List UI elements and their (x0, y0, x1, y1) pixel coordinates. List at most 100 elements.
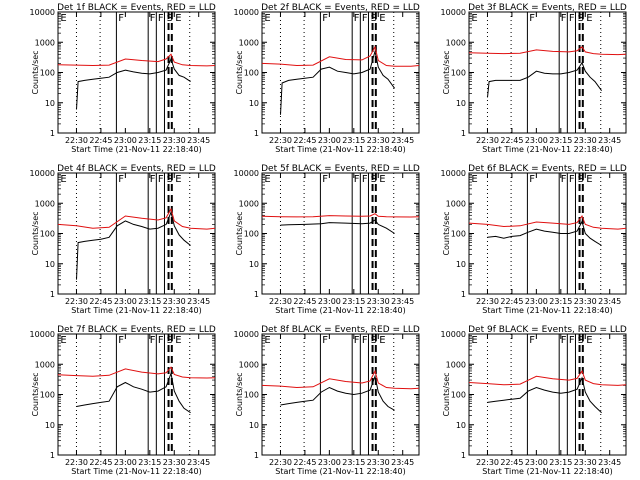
x-tick-label: 22:45 (500, 297, 523, 306)
x-tick-label: 22:30 (269, 458, 292, 467)
y-axis-label: Counts/sec (442, 372, 451, 416)
marker-label: E (264, 13, 270, 24)
y-axis-label: Counts/sec (31, 50, 40, 94)
x-tick-label: 22:45 (89, 297, 112, 306)
marker-label: S (167, 13, 173, 24)
panel-title: Det 3f BLACK = Events, RED = LLD (468, 3, 627, 13)
marker-label: F (118, 335, 124, 346)
marker-label: E (471, 13, 477, 24)
x-tick-label: 23:00 (318, 458, 341, 467)
marker-label: E (264, 174, 270, 185)
plot-frame (261, 172, 420, 295)
y-tick-label: 1 (50, 290, 55, 299)
x-axis-label: Start Time (21-Nov-11 22:18:40) (482, 467, 612, 476)
y-tick-label: 1 (50, 451, 55, 460)
marker-label: F (354, 174, 360, 185)
marker-label: F (529, 13, 535, 24)
x-tick-label: 23:15 (138, 136, 161, 145)
x-tick-label: 23:45 (187, 297, 210, 306)
y-tick-label: 100 (451, 230, 466, 239)
marker-label: F (158, 13, 164, 24)
x-tick-label: 23:00 (525, 136, 548, 145)
plot-frame (468, 333, 627, 456)
marker-label: E (379, 13, 385, 24)
y-tick-label: 100 (244, 230, 259, 239)
lld-series-line (261, 369, 420, 390)
y-tick-label: 10000 (30, 169, 55, 178)
y-axis-label: Counts/sec (31, 372, 40, 416)
events-series-line (280, 219, 395, 234)
marker-label: F (158, 335, 164, 346)
plot-frame (57, 172, 216, 295)
events-series-line (487, 61, 603, 98)
marker-label: E (586, 174, 592, 185)
lld-series-line (468, 369, 627, 386)
marker-label: S (167, 174, 173, 185)
x-axis-label: Start Time (21-Nov-11 22:18:40) (275, 306, 405, 315)
lld-series-line (57, 366, 216, 379)
marker-label: E (379, 174, 385, 185)
y-tick-label: 10000 (441, 8, 466, 17)
events-series-line (487, 220, 602, 246)
x-tick-label: 22:30 (269, 297, 292, 306)
events-series-line (76, 57, 191, 110)
marker-label: F (569, 13, 575, 24)
marker-label: F (354, 335, 360, 346)
marker-label: E (264, 335, 270, 346)
x-axis-label: Start Time (21-Nov-11 22:18:40) (71, 145, 201, 154)
x-tick-label: 23:30 (163, 136, 186, 145)
marker-label: F (150, 13, 156, 24)
y-tick-label: 1000 (239, 199, 259, 208)
marker-label: E (471, 174, 477, 185)
panel-title: Det 6f BLACK = Events, RED = LLD (468, 164, 627, 174)
y-tick-label: 1000 (239, 38, 259, 47)
y-tick-label: 10000 (30, 330, 55, 339)
y-tick-label: 10000 (234, 169, 259, 178)
x-tick-label: 22:45 (293, 297, 316, 306)
x-tick-label: 23:45 (391, 297, 414, 306)
marker-label: E (471, 335, 477, 346)
x-tick-label: 23:45 (187, 136, 210, 145)
panel-title: Det 2f BLACK = Events, RED = LLD (261, 3, 420, 13)
y-axis-label: Counts/sec (235, 50, 244, 94)
x-tick-label: 23:45 (391, 458, 414, 467)
x-tick-label: 23:00 (318, 297, 341, 306)
x-tick-label: 22:45 (293, 136, 316, 145)
y-tick-label: 10 (45, 260, 55, 269)
x-tick-label: 22:30 (65, 136, 88, 145)
marker-label: F (362, 13, 368, 24)
x-tick-label: 23:15 (549, 297, 572, 306)
marker-label: S (371, 174, 377, 185)
x-tick-label: 23:45 (598, 458, 621, 467)
y-tick-label: 100 (40, 69, 55, 78)
y-tick-label: 1000 (239, 360, 259, 369)
x-tick-label: 23:30 (367, 136, 390, 145)
marker-label: F (362, 174, 368, 185)
lld-series-line (468, 46, 627, 56)
marker-label: F (561, 13, 567, 24)
marker-label: S (578, 13, 584, 24)
marker-label: E (586, 13, 592, 24)
x-tick-label: 23:30 (574, 297, 597, 306)
y-axis-label: Counts/sec (442, 50, 451, 94)
y-tick-label: 1 (461, 451, 466, 460)
events-series-line (280, 374, 395, 411)
marker-label: F (529, 335, 535, 346)
x-tick-label: 23:45 (598, 297, 621, 306)
marker-label: F (150, 335, 156, 346)
marker-label: E (175, 13, 181, 24)
y-tick-label: 10 (45, 99, 55, 108)
y-tick-label: 1000 (446, 38, 466, 47)
marker-label: F (118, 13, 124, 24)
y-tick-label: 100 (451, 391, 466, 400)
marker-label: F (322, 13, 328, 24)
marker-label: E (379, 335, 385, 346)
y-tick-label: 10 (456, 260, 466, 269)
panel-title: Det 1f BLACK = Events, RED = LLD (57, 3, 216, 13)
x-axis-label: Start Time (21-Nov-11 22:18:40) (482, 145, 612, 154)
